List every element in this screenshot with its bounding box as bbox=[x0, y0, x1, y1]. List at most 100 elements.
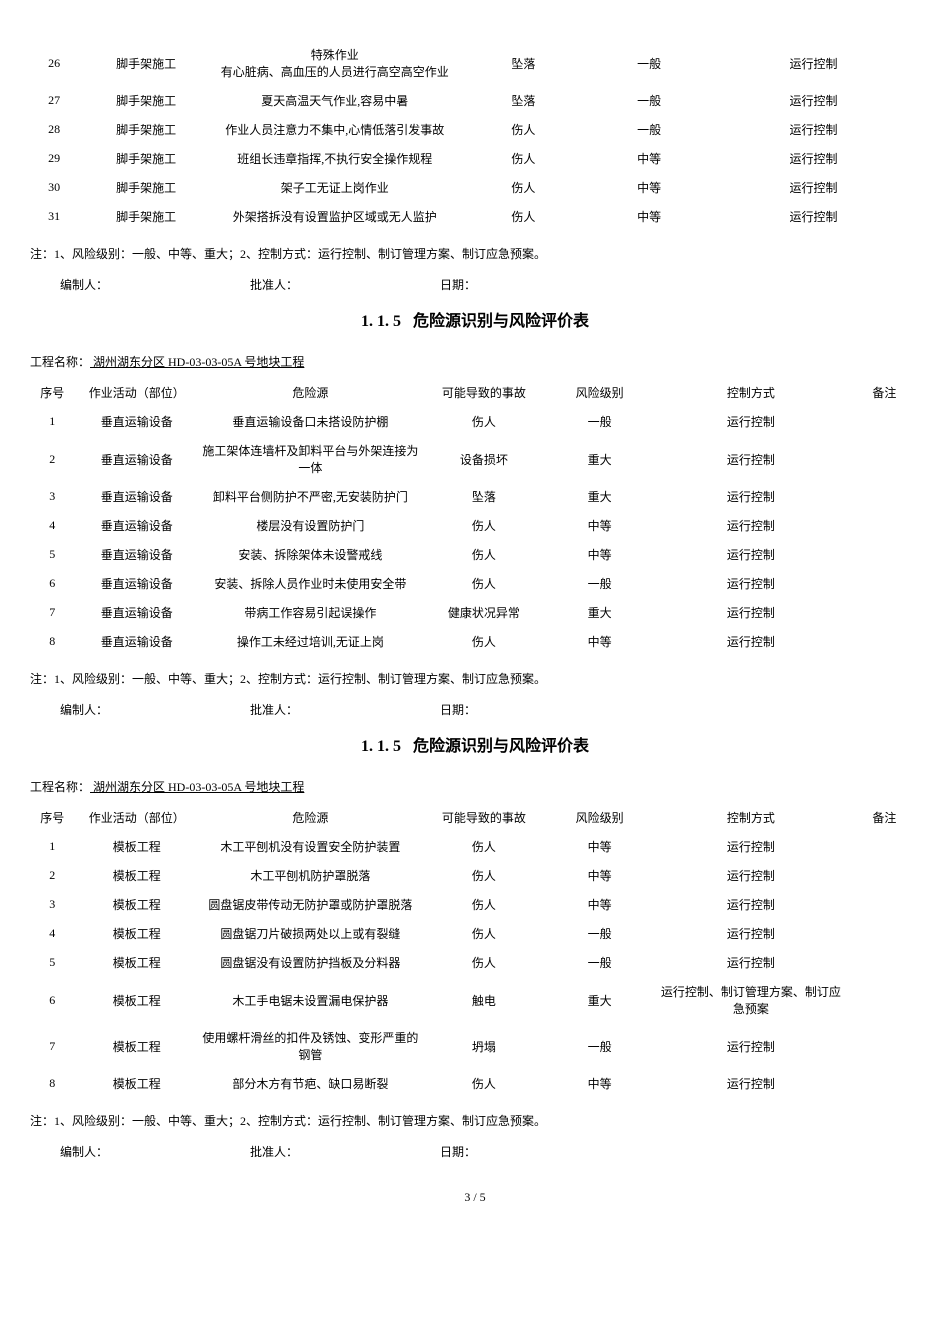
cell-seq: 8 bbox=[30, 1069, 75, 1098]
cell-seq: 31 bbox=[30, 202, 78, 231]
date-label: 日期： bbox=[440, 701, 630, 718]
cell-hazard: 外架搭拆没有设置监护区域或无人监护 bbox=[214, 202, 456, 231]
cell-risk: 中等 bbox=[546, 890, 653, 919]
cell-activity: 脚手架施工 bbox=[78, 40, 213, 86]
cell-risk: 一般 bbox=[546, 407, 653, 436]
cell-risk: 中等 bbox=[546, 540, 653, 569]
cell-risk: 一般 bbox=[546, 948, 653, 977]
cell-hazard: 圆盘锯刀片破损两处以上或有裂缝 bbox=[199, 919, 422, 948]
table-row: 4模板工程圆盘锯刀片破损两处以上或有裂缝伤人一般运行控制 bbox=[30, 919, 920, 948]
cell-seq: 6 bbox=[30, 569, 75, 598]
table-row: 6垂直运输设备安装、拆除人员作业时未使用安全带伤人一般运行控制 bbox=[30, 569, 920, 598]
cell-seq: 5 bbox=[30, 948, 75, 977]
proj-name-value: 湖州湖东分区 HD-03-03-05A 号地块工程 bbox=[90, 355, 304, 369]
cell-control: 运行控制 bbox=[707, 173, 920, 202]
cell-risk: 中等 bbox=[546, 861, 653, 890]
cell-control: 运行控制 bbox=[707, 202, 920, 231]
th-seq: 序号 bbox=[30, 378, 75, 407]
cell-activity: 模板工程 bbox=[75, 1069, 200, 1098]
cell-risk: 一般 bbox=[591, 115, 707, 144]
cell-control: 运行控制 bbox=[653, 407, 849, 436]
cell-activity: 脚手架施工 bbox=[78, 173, 213, 202]
cell-note bbox=[849, 569, 920, 598]
cell-note bbox=[849, 511, 920, 540]
cell-control: 运行控制 bbox=[653, 598, 849, 627]
page-number: 3 / 5 bbox=[30, 1190, 920, 1205]
cell-seq: 30 bbox=[30, 173, 78, 202]
cell-risk: 一般 bbox=[546, 919, 653, 948]
table-row: 5垂直运输设备安装、拆除架体未设警戒线伤人中等运行控制 bbox=[30, 540, 920, 569]
cell-hazard: 垂直运输设备口未搭设防护棚 bbox=[199, 407, 422, 436]
cell-hazard: 卸料平台侧防护不严密,无安装防护门 bbox=[199, 482, 422, 511]
th-control: 控制方式 bbox=[653, 803, 849, 832]
cell-accident: 伤人 bbox=[456, 202, 591, 231]
cell-risk: 一般 bbox=[546, 569, 653, 598]
cell-note bbox=[849, 482, 920, 511]
table-row: 27脚手架施工夏天高温天气作业,容易中暑坠落一般运行控制 bbox=[30, 86, 920, 115]
table-row: 31脚手架施工外架搭拆没有设置监护区域或无人监护伤人中等运行控制 bbox=[30, 202, 920, 231]
cell-activity: 垂直运输设备 bbox=[75, 407, 200, 436]
cell-accident: 健康状况异常 bbox=[422, 598, 547, 627]
section-title-2: 1. 1. 5 危险源识别与风险评价表 bbox=[30, 307, 920, 331]
signature-row-2: 编制人： 批准人： 日期： bbox=[60, 701, 920, 718]
cell-risk: 中等 bbox=[591, 173, 707, 202]
cell-seq: 3 bbox=[30, 890, 75, 919]
cell-activity: 垂直运输设备 bbox=[75, 627, 200, 656]
cell-control: 运行控制 bbox=[707, 40, 920, 86]
cell-hazard: 安装、拆除人员作业时未使用安全带 bbox=[199, 569, 422, 598]
cell-control: 运行控制 bbox=[653, 627, 849, 656]
th-accident: 可能导致的事故 bbox=[422, 803, 547, 832]
table-header-row: 序号 作业活动（部位） 危险源 可能导致的事故 风险级别 控制方式 备注 bbox=[30, 803, 920, 832]
cell-seq: 1 bbox=[30, 407, 75, 436]
cell-activity: 垂直运输设备 bbox=[75, 511, 200, 540]
cell-accident: 伤人 bbox=[422, 407, 547, 436]
table-row: 8垂直运输设备操作工未经过培训,无证上岗伤人中等运行控制 bbox=[30, 627, 920, 656]
table-row: 28脚手架施工作业人员注意力不集中,心情低落引发事故伤人一般运行控制 bbox=[30, 115, 920, 144]
cell-accident: 伤人 bbox=[422, 540, 547, 569]
cell-activity: 模板工程 bbox=[75, 948, 200, 977]
cell-note bbox=[849, 1023, 920, 1069]
th-risk: 风险级别 bbox=[546, 803, 653, 832]
cell-risk: 重大 bbox=[546, 436, 653, 482]
cell-accident: 触电 bbox=[422, 977, 547, 1023]
cell-control: 运行控制 bbox=[653, 436, 849, 482]
cell-note bbox=[849, 436, 920, 482]
footnote-2: 注：1、风险级别：一般、中等、重大；2、控制方式：运行控制、制订管理方案、制订应… bbox=[30, 670, 920, 687]
cell-activity: 脚手架施工 bbox=[78, 115, 213, 144]
cell-seq: 2 bbox=[30, 436, 75, 482]
table-row: 7垂直运输设备带病工作容易引起误操作健康状况异常重大运行控制 bbox=[30, 598, 920, 627]
section-title-3: 1. 1. 5 危险源识别与风险评价表 bbox=[30, 732, 920, 756]
cell-activity: 垂直运输设备 bbox=[75, 540, 200, 569]
th-control: 控制方式 bbox=[653, 378, 849, 407]
cell-control: 运行控制 bbox=[653, 540, 849, 569]
cell-note bbox=[849, 627, 920, 656]
cell-activity: 脚手架施工 bbox=[78, 202, 213, 231]
th-seq: 序号 bbox=[30, 803, 75, 832]
cell-activity: 模板工程 bbox=[75, 832, 200, 861]
table-header-row: 序号 作业活动（部位） 危险源 可能导致的事故 风险级别 控制方式 备注 bbox=[30, 378, 920, 407]
cell-accident: 伤人 bbox=[422, 919, 547, 948]
cell-seq: 3 bbox=[30, 482, 75, 511]
table-row: 8模板工程部分木方有节疤、缺口易断裂伤人中等运行控制 bbox=[30, 1069, 920, 1098]
cell-activity: 模板工程 bbox=[75, 919, 200, 948]
cell-note bbox=[849, 540, 920, 569]
cell-hazard: 木工手电锯未设置漏电保护器 bbox=[199, 977, 422, 1023]
cell-hazard: 特殊作业 有心脏病、高血压的人员进行高空高空作业 bbox=[214, 40, 456, 86]
cell-activity: 垂直运输设备 bbox=[75, 598, 200, 627]
cell-hazard: 圆盘锯没有设置防护挡板及分料器 bbox=[199, 948, 422, 977]
table-row: 29脚手架施工班组长违章指挥,不执行安全操作规程伤人中等运行控制 bbox=[30, 144, 920, 173]
cell-seq: 29 bbox=[30, 144, 78, 173]
cell-risk: 一般 bbox=[591, 40, 707, 86]
cell-note bbox=[849, 832, 920, 861]
cell-hazard: 操作工未经过培训,无证上岗 bbox=[199, 627, 422, 656]
cell-risk: 重大 bbox=[546, 482, 653, 511]
table-row: 1模板工程木工平刨机没有设置安全防护装置伤人中等运行控制 bbox=[30, 832, 920, 861]
cell-risk: 中等 bbox=[546, 832, 653, 861]
section-name: 危险源识别与风险评价表 bbox=[413, 738, 589, 755]
cell-accident: 坠落 bbox=[456, 40, 591, 86]
appr-label: 批准人： bbox=[250, 701, 440, 718]
project-name-row-2: 工程名称： 湖州湖东分区 HD-03-03-05A 号地块工程 bbox=[30, 353, 920, 370]
cell-risk: 一般 bbox=[591, 86, 707, 115]
cell-accident: 伤人 bbox=[422, 948, 547, 977]
cell-activity: 垂直运输设备 bbox=[75, 482, 200, 511]
